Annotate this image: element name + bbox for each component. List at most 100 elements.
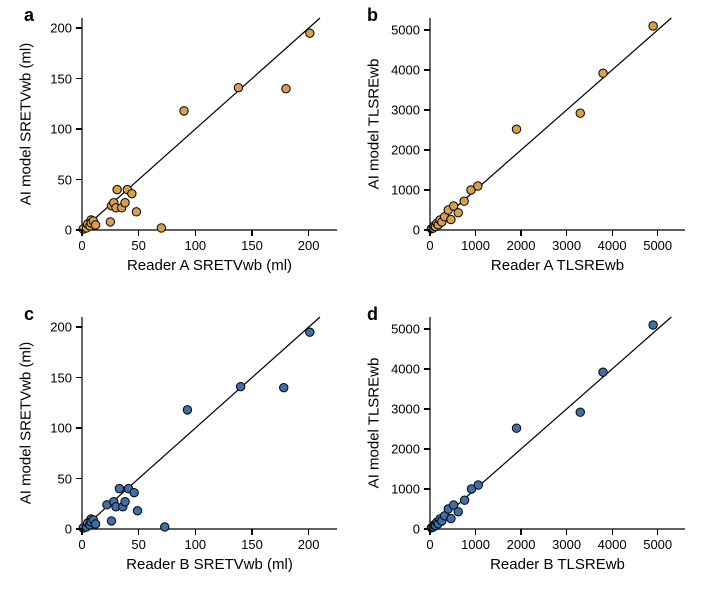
y-tick-label: 3000 bbox=[391, 402, 420, 417]
x-tick bbox=[566, 529, 567, 535]
y-tick-label: 2000 bbox=[391, 143, 420, 158]
x-axis-label-c: Reader B SRETVwb (ml) bbox=[126, 556, 293, 573]
x-tick bbox=[251, 529, 252, 535]
y-tick-label: 100 bbox=[50, 122, 72, 137]
x-tick-label: 1000 bbox=[461, 537, 490, 552]
y-tick-label: 1000 bbox=[391, 482, 420, 497]
y-tick bbox=[424, 368, 430, 369]
y-tick-label: 5000 bbox=[391, 322, 420, 337]
x-tick bbox=[429, 230, 430, 236]
x-tick bbox=[195, 230, 196, 236]
y-tick bbox=[76, 128, 82, 129]
x-tick-label: 5000 bbox=[643, 238, 672, 253]
scatter-plot-a bbox=[82, 18, 337, 230]
x-tick bbox=[520, 529, 521, 535]
y-tick-label: 200 bbox=[50, 21, 72, 36]
x-tick-label: 100 bbox=[184, 238, 206, 253]
y-tick bbox=[424, 488, 430, 489]
x-tick-label: 50 bbox=[131, 238, 145, 253]
y-tick bbox=[424, 109, 430, 110]
x-tick-label: 5000 bbox=[643, 537, 672, 552]
x-axis-label-a: Reader A SRETVwb (ml) bbox=[127, 257, 292, 274]
x-tick bbox=[81, 529, 82, 535]
y-tick bbox=[424, 69, 430, 70]
x-tick bbox=[138, 230, 139, 236]
y-tick bbox=[424, 528, 430, 529]
y-tick-label: 2000 bbox=[391, 442, 420, 457]
x-tick-label: 3000 bbox=[552, 537, 581, 552]
y-tick-label: 150 bbox=[50, 370, 72, 385]
panel-label-b: b bbox=[367, 5, 378, 26]
x-tick-label: 2000 bbox=[507, 238, 536, 253]
y-tick-label: 5000 bbox=[391, 23, 420, 38]
x-tick-label: 4000 bbox=[598, 238, 627, 253]
x-tick-label: 2000 bbox=[507, 537, 536, 552]
y-tick bbox=[424, 189, 430, 190]
y-tick-label: 0 bbox=[413, 522, 420, 537]
y-tick bbox=[76, 326, 82, 327]
y-tick-label: 200 bbox=[50, 320, 72, 335]
x-tick bbox=[612, 529, 613, 535]
x-tick-label: 1000 bbox=[461, 238, 490, 253]
y-tick bbox=[76, 377, 82, 378]
scatter-plot-b bbox=[430, 18, 685, 230]
x-tick-label: 4000 bbox=[598, 537, 627, 552]
x-axis-label-b: Reader A TLSREwb bbox=[491, 257, 624, 274]
y-axis-label-c: AI model SRETVwb (ml) bbox=[18, 342, 35, 505]
x-tick-label: 0 bbox=[78, 238, 85, 253]
x-tick-label: 200 bbox=[298, 537, 320, 552]
y-tick bbox=[424, 328, 430, 329]
x-tick-label: 3000 bbox=[552, 238, 581, 253]
x-tick-label: 100 bbox=[184, 537, 206, 552]
x-tick bbox=[657, 230, 658, 236]
y-tick-label: 100 bbox=[50, 421, 72, 436]
y-tick bbox=[76, 427, 82, 428]
y-axis-label-d: AI model TLSREwb bbox=[366, 358, 383, 489]
x-axis-label-d: Reader B TLSREwb bbox=[490, 556, 625, 573]
x-tick-label: 0 bbox=[426, 537, 433, 552]
x-tick-label: 150 bbox=[241, 238, 263, 253]
y-tick bbox=[76, 179, 82, 180]
y-tick-label: 50 bbox=[58, 172, 72, 187]
y-tick-label: 3000 bbox=[391, 103, 420, 118]
y-tick bbox=[424, 229, 430, 230]
y-tick bbox=[76, 78, 82, 79]
panel-label-d: d bbox=[367, 304, 378, 325]
panel-label-c: c bbox=[24, 304, 34, 325]
x-tick-label: 0 bbox=[78, 537, 85, 552]
y-tick bbox=[424, 408, 430, 409]
scatter-plot-c bbox=[82, 317, 337, 529]
x-tick bbox=[566, 230, 567, 236]
x-tick-label: 50 bbox=[131, 537, 145, 552]
x-tick bbox=[308, 230, 309, 236]
y-axis-label-b: AI model TLSREwb bbox=[366, 59, 383, 190]
y-tick bbox=[424, 448, 430, 449]
figure-root: a050100150200050100150200Reader A SRETVw… bbox=[0, 0, 708, 593]
y-tick-label: 0 bbox=[65, 522, 72, 537]
x-tick bbox=[81, 230, 82, 236]
x-tick bbox=[251, 230, 252, 236]
x-tick bbox=[657, 529, 658, 535]
y-tick-label: 4000 bbox=[391, 63, 420, 78]
x-tick-label: 200 bbox=[298, 238, 320, 253]
y-tick-label: 0 bbox=[413, 223, 420, 238]
scatter-plot-d bbox=[430, 317, 685, 529]
x-tick bbox=[475, 230, 476, 236]
y-tick bbox=[76, 528, 82, 529]
y-tick bbox=[76, 478, 82, 479]
x-tick bbox=[475, 529, 476, 535]
y-tick bbox=[76, 27, 82, 28]
x-tick bbox=[138, 529, 139, 535]
y-tick-label: 0 bbox=[65, 223, 72, 238]
x-tick bbox=[520, 230, 521, 236]
x-tick bbox=[308, 529, 309, 535]
y-axis-label-a: AI model SRETVwb (ml) bbox=[18, 43, 35, 206]
y-tick bbox=[424, 29, 430, 30]
x-tick-label: 0 bbox=[426, 238, 433, 253]
y-tick bbox=[424, 149, 430, 150]
y-tick-label: 1000 bbox=[391, 183, 420, 198]
x-tick-label: 150 bbox=[241, 537, 263, 552]
x-tick bbox=[429, 529, 430, 535]
y-tick-label: 4000 bbox=[391, 362, 420, 377]
x-tick bbox=[195, 529, 196, 535]
